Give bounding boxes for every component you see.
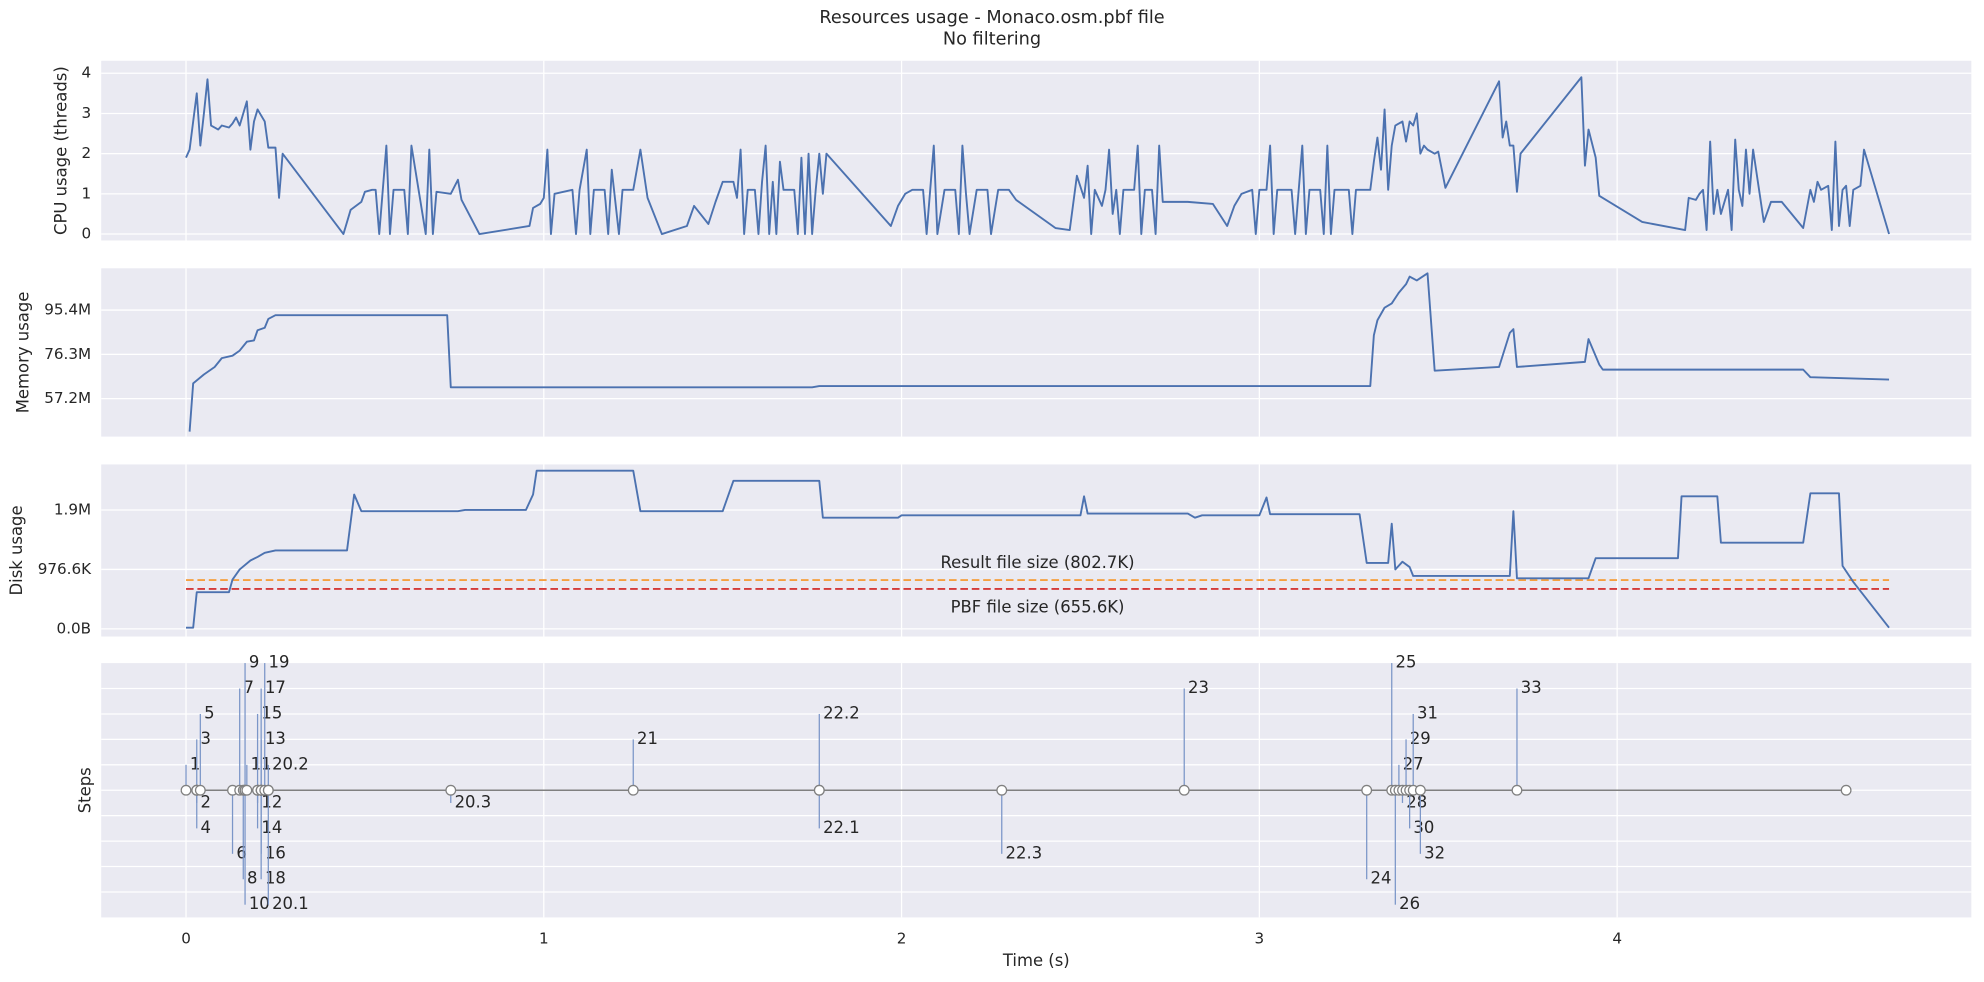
y-tick-label: 95.4M xyxy=(44,301,91,319)
x-tick-label: 3 xyxy=(1255,929,1265,947)
chart-subtitle: No filtering xyxy=(943,29,1041,49)
step-marker xyxy=(1178,784,1190,796)
x-tick-label: 1 xyxy=(539,929,549,947)
step-label: 6 xyxy=(236,843,246,862)
step-label: 4 xyxy=(201,818,211,837)
step-label: 19 xyxy=(269,653,290,672)
y-tick-label: 0.0B xyxy=(57,619,92,637)
step-label: 29 xyxy=(1410,729,1431,748)
step-label: 20.2 xyxy=(272,754,309,773)
step-label: 16 xyxy=(265,843,286,862)
step-label: 32 xyxy=(1424,843,1445,862)
step-label: 1 xyxy=(190,754,200,773)
step-label: 23 xyxy=(1188,678,1209,697)
step-marker xyxy=(627,784,639,796)
step-label: 25 xyxy=(1396,653,1417,672)
step-label: 12 xyxy=(261,792,282,811)
y-tick-label: 1 xyxy=(81,184,91,202)
step-label: 3 xyxy=(201,729,211,748)
step-label: 18 xyxy=(265,869,286,888)
step-label: 30 xyxy=(1413,818,1434,837)
step-label: 10 xyxy=(249,894,270,913)
step-label: 20.1 xyxy=(272,894,309,913)
x-tick-label: 2 xyxy=(897,929,907,947)
y-tick-label: 1.9M xyxy=(54,500,91,518)
step-label: 33 xyxy=(1521,678,1542,697)
y-tick-label: 57.2M xyxy=(44,389,91,407)
y-tick-label: 4 xyxy=(81,64,91,82)
x-tick-label: 4 xyxy=(1612,929,1622,947)
y-tick-label: 76.3M xyxy=(44,345,91,363)
y-tick-label: 976.6K xyxy=(38,560,92,578)
plot-background xyxy=(101,268,1972,437)
step-label: 15 xyxy=(261,703,282,722)
step-label: 24 xyxy=(1370,869,1391,888)
data-line xyxy=(186,469,1890,629)
step-marker xyxy=(1414,784,1426,796)
y-tick-label: 0 xyxy=(81,225,91,243)
step-label: 28 xyxy=(1406,792,1427,811)
plot-background xyxy=(101,464,1972,637)
step-label: 22.2 xyxy=(823,703,860,722)
step-marker xyxy=(194,784,206,796)
step-label: 22.3 xyxy=(1006,843,1043,862)
reference-label: PBF file size (655.6K) xyxy=(951,597,1125,616)
step-label: 8 xyxy=(247,869,257,888)
step-label: 13 xyxy=(265,729,286,748)
step-marker xyxy=(262,784,274,796)
step-marker xyxy=(180,784,192,796)
step-marker xyxy=(1361,784,1373,796)
step-marker xyxy=(445,784,457,796)
step-marker xyxy=(1511,784,1523,796)
x-axis-label: Time (s) xyxy=(1002,951,1070,970)
step-label: 2 xyxy=(201,792,211,811)
step-label: 26 xyxy=(1399,894,1420,913)
y-axis-label: Steps xyxy=(76,767,95,813)
x-tick-label: 0 xyxy=(181,929,191,947)
step-label: 31 xyxy=(1417,703,1438,722)
step-marker xyxy=(1840,784,1852,796)
step-label: 14 xyxy=(261,818,282,837)
chart-title: Resources usage - Monaco.osm.pbf file xyxy=(819,8,1164,28)
step-label: 17 xyxy=(265,678,286,697)
step-marker xyxy=(996,784,1008,796)
y-axis-label: Memory usage xyxy=(14,292,33,414)
y-axis-label: Disk usage xyxy=(7,505,26,595)
y-axis-label: CPU usage (threads) xyxy=(52,66,71,235)
step-marker xyxy=(813,784,825,796)
step-label: 20.3 xyxy=(455,792,492,811)
data-line xyxy=(188,272,1890,432)
step-marker xyxy=(241,784,253,796)
reference-label: Result file size (802.7K) xyxy=(941,553,1135,572)
step-label: 22.1 xyxy=(823,818,860,837)
step-label: 9 xyxy=(249,653,259,672)
step-label: 5 xyxy=(204,703,214,722)
y-tick-label: 2 xyxy=(81,144,91,162)
data-line xyxy=(185,76,1890,235)
step-label: 21 xyxy=(637,729,658,748)
step-label: 7 xyxy=(243,678,253,697)
y-tick-label: 3 xyxy=(81,104,91,122)
